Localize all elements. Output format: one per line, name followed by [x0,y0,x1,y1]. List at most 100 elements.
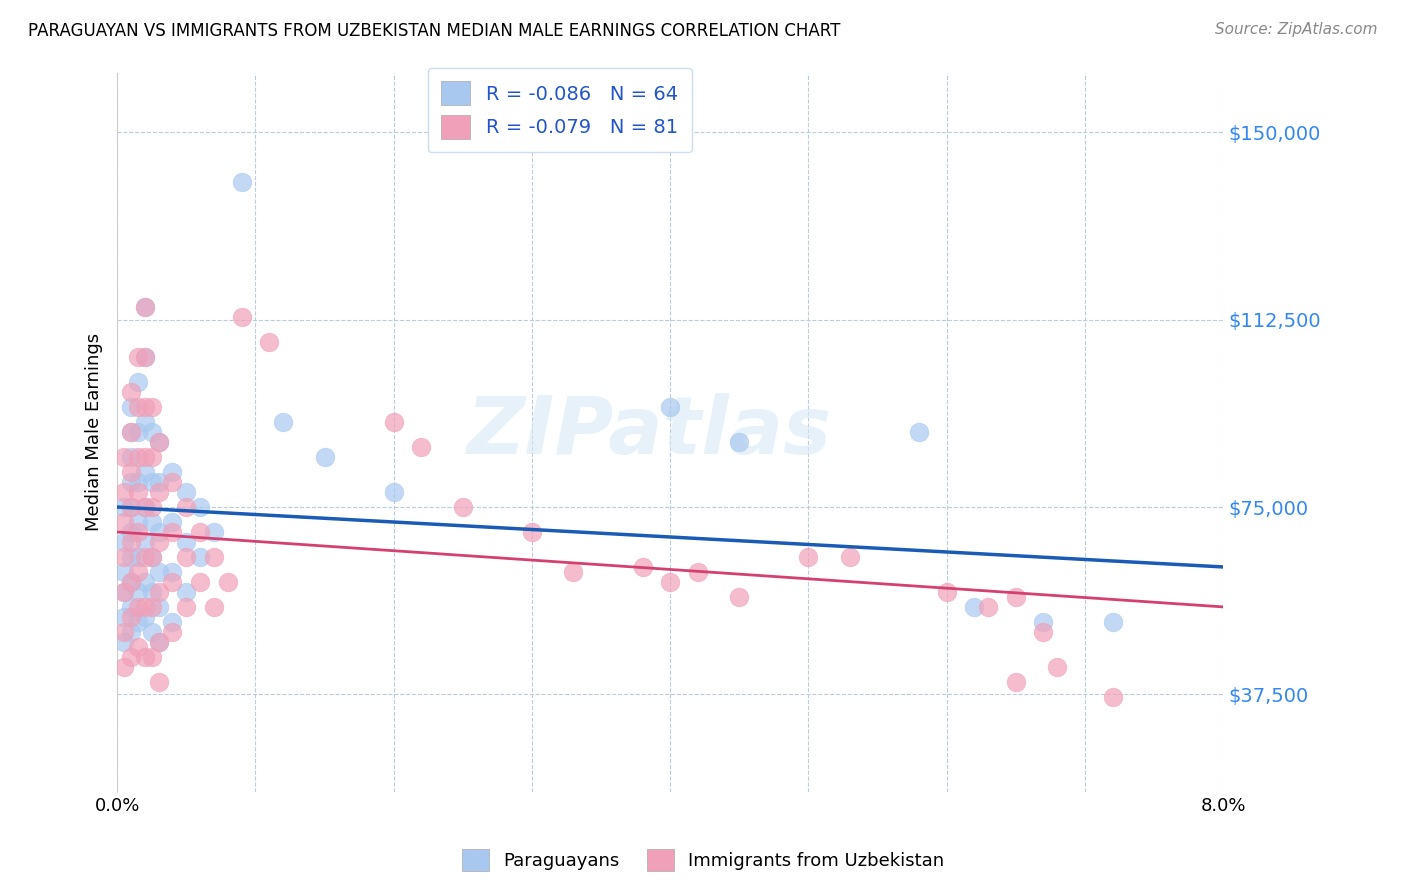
Point [120,475,142,489]
Point [176,485,198,500]
Point [162,624,184,639]
Point [188,524,211,539]
Point [120,385,142,400]
Point [1046,660,1069,674]
Point [148,475,170,489]
Point [411,440,433,454]
Legend: Paraguayans, Immigrants from Uzbekistan: Paraguayans, Immigrants from Uzbekistan [454,842,952,879]
Point [382,485,405,500]
Point [112,635,135,649]
Point [148,435,170,450]
Point [148,565,170,579]
Point [134,549,156,564]
Point [120,599,142,614]
Point [1004,590,1026,604]
Point [127,400,149,414]
Point [202,524,225,539]
Point [134,350,156,364]
Point [112,500,135,514]
Point [127,549,149,564]
Point [162,565,184,579]
Point [202,599,225,614]
Point [141,475,163,489]
Point [112,450,135,464]
Point [120,500,142,514]
Point [162,515,184,529]
Point [148,599,170,614]
Point [176,599,198,614]
Point [112,535,135,549]
Point [127,515,149,529]
Point [134,535,156,549]
Point [176,549,198,564]
Point [631,560,654,574]
Point [120,425,142,439]
Point [120,465,142,479]
Point [141,599,163,614]
Point [134,610,156,624]
Point [112,565,135,579]
Point [127,475,149,489]
Point [120,649,142,664]
Point [127,375,149,389]
Point [271,415,294,429]
Text: Source: ZipAtlas.com: Source: ZipAtlas.com [1215,22,1378,37]
Point [127,450,149,464]
Point [120,500,142,514]
Point [134,400,156,414]
Point [382,415,405,429]
Legend: R = -0.086   N = 64, R = -0.079   N = 81: R = -0.086 N = 64, R = -0.079 N = 81 [427,68,692,153]
Point [120,574,142,589]
Point [202,549,225,564]
Point [217,574,239,589]
Point [127,640,149,654]
Point [162,475,184,489]
Point [141,549,163,564]
Point [908,425,931,439]
Point [148,435,170,450]
Point [1004,674,1026,689]
Point [120,549,142,564]
Point [451,500,474,514]
Point [1101,615,1123,629]
Point [134,300,156,314]
Point [120,450,142,464]
Point [162,524,184,539]
Point [112,485,135,500]
Point [141,500,163,514]
Point [134,465,156,479]
Point [520,524,543,539]
Point [120,624,142,639]
Point [728,435,751,450]
Text: PARAGUAYAN VS IMMIGRANTS FROM UZBEKISTAN MEDIAN MALE EARNINGS CORRELATION CHART: PARAGUAYAN VS IMMIGRANTS FROM UZBEKISTAN… [28,22,841,40]
Point [120,524,142,539]
Point [188,549,211,564]
Point [148,585,170,599]
Point [134,350,156,364]
Point [127,615,149,629]
Point [120,610,142,624]
Point [112,585,135,599]
Point [162,465,184,479]
Point [176,500,198,514]
Point [134,300,156,314]
Text: ZIPatlas: ZIPatlas [465,393,831,471]
Point [120,425,142,439]
Point [120,574,142,589]
Point [1101,690,1123,704]
Point [112,549,135,564]
Point [659,400,682,414]
Point [112,610,135,624]
Point [659,574,682,589]
Point [112,624,135,639]
Point [134,450,156,464]
Point [188,500,211,514]
Point [963,599,986,614]
Point [162,574,184,589]
Point [176,585,198,599]
Point [134,500,156,514]
Point [728,590,751,604]
Point [314,450,336,464]
Point [162,615,184,629]
Point [112,515,135,529]
